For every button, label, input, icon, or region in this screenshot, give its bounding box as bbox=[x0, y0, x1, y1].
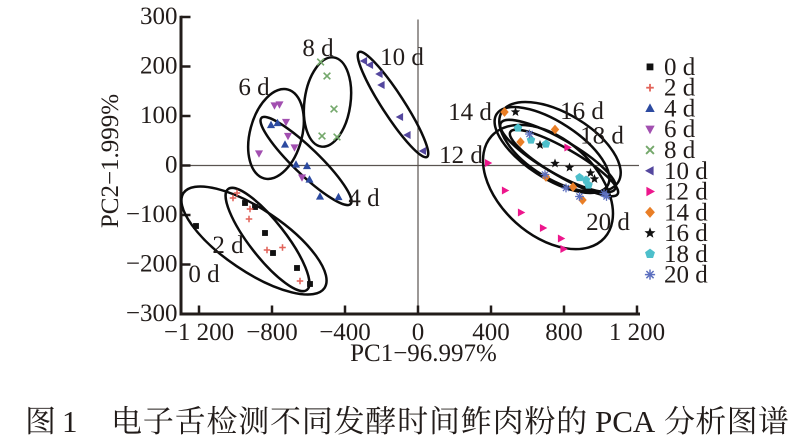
svg-text:2 d: 2 d bbox=[212, 232, 244, 259]
svg-text:20 d: 20 d bbox=[664, 262, 708, 289]
svg-text:PCA: PCA bbox=[595, 404, 656, 439]
svg-text:12 d: 12 d bbox=[664, 179, 708, 206]
svg-text:200: 200 bbox=[140, 53, 178, 80]
svg-text:6 d: 6 d bbox=[238, 74, 270, 101]
svg-text:1: 1 bbox=[62, 404, 78, 439]
svg-text:2 d: 2 d bbox=[664, 75, 696, 102]
svg-text:0: 0 bbox=[165, 152, 178, 179]
svg-text:8 d: 8 d bbox=[302, 35, 334, 62]
svg-text:PC1−96.997%: PC1−96.997% bbox=[350, 340, 497, 367]
svg-text:−400: −400 bbox=[319, 319, 371, 346]
svg-text:16 d: 16 d bbox=[560, 98, 604, 125]
svg-text:18 d: 18 d bbox=[664, 241, 708, 268]
svg-text:14 d: 14 d bbox=[664, 199, 708, 226]
svg-text:−1 200: −1 200 bbox=[164, 319, 234, 346]
svg-text:0 d: 0 d bbox=[188, 261, 220, 288]
svg-text:−200: −200 bbox=[126, 251, 178, 278]
svg-text:14 d: 14 d bbox=[448, 99, 492, 126]
svg-text:4 d: 4 d bbox=[348, 185, 380, 212]
svg-text:4 d: 4 d bbox=[664, 95, 696, 122]
svg-text:400: 400 bbox=[472, 319, 510, 346]
svg-text:8 d: 8 d bbox=[664, 137, 696, 164]
svg-text:0: 0 bbox=[412, 319, 425, 346]
svg-text:PC2−1.999%: PC2−1.999% bbox=[97, 94, 124, 228]
svg-text:1 200: 1 200 bbox=[609, 319, 665, 346]
svg-text:−800: −800 bbox=[246, 319, 298, 346]
svg-text:6 d: 6 d bbox=[664, 116, 696, 143]
svg-text:100: 100 bbox=[140, 102, 178, 129]
svg-text:0 d: 0 d bbox=[664, 54, 696, 81]
svg-text:10 d: 10 d bbox=[664, 158, 708, 185]
svg-text:16 d: 16 d bbox=[664, 220, 708, 247]
svg-text:800: 800 bbox=[545, 319, 583, 346]
svg-text:18 d: 18 d bbox=[580, 123, 624, 150]
svg-text:−100: −100 bbox=[126, 201, 178, 228]
svg-text:300: 300 bbox=[140, 3, 178, 30]
svg-text:−300: −300 bbox=[126, 300, 178, 327]
svg-text:10 d: 10 d bbox=[380, 44, 424, 71]
svg-text:12 d: 12 d bbox=[439, 142, 483, 169]
svg-text:20 d: 20 d bbox=[586, 209, 630, 236]
